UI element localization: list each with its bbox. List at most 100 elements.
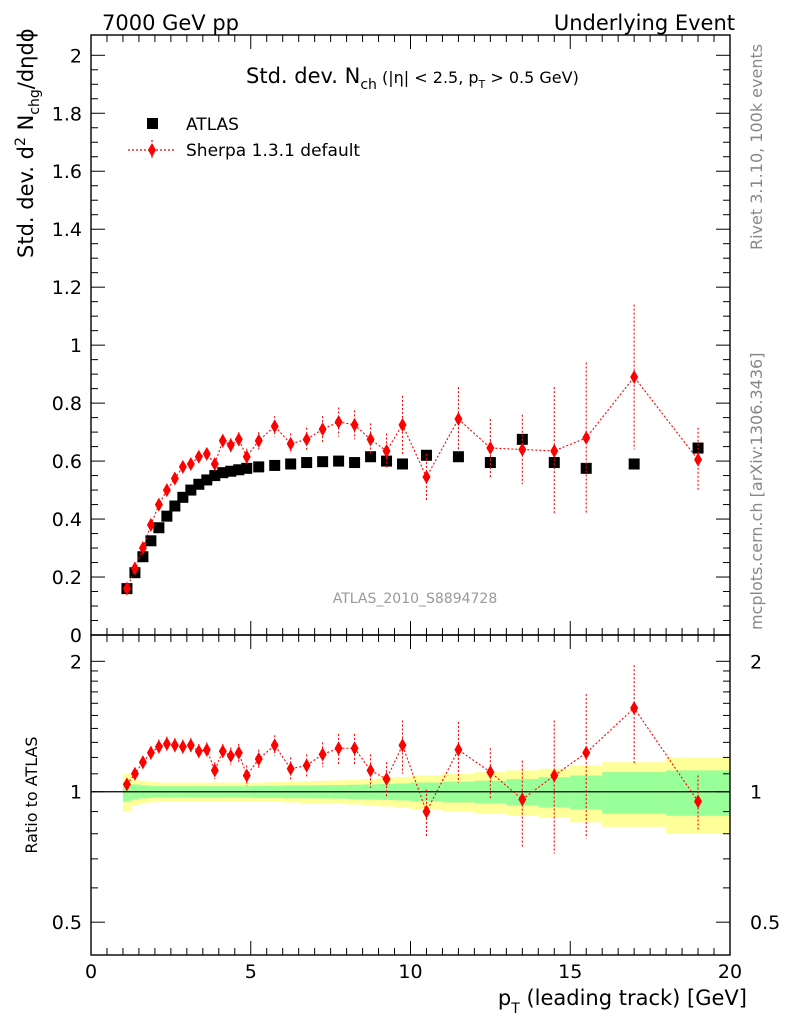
atlas-point [169, 500, 181, 512]
title-rest: (|η| < 2.5, p [377, 68, 479, 87]
atlas-point [381, 455, 393, 467]
x-tick-label: 5 [245, 961, 257, 983]
sherpa-ratio-point [146, 745, 155, 760]
y-tick-label: 0.6 [52, 451, 82, 473]
y-tick-label: 0.4 [52, 509, 82, 531]
y-tick-label: 0.8 [52, 393, 82, 415]
mcplots-label: mcplots.cern.ch [arXiv:1306.3436] [747, 353, 766, 630]
sherpa-main-point [286, 436, 295, 451]
sherpa-main-point [226, 438, 235, 453]
atlas-point [209, 470, 221, 482]
sherpa-ratio-point [234, 745, 243, 760]
sherpa-main-point [242, 449, 251, 464]
main-ticks: 0 0.2 0.4 0.6 0.8 1 1.2 1.4 1.6 1.8 2 [52, 35, 731, 647]
x-tick-label: 10 [398, 961, 422, 983]
sherpa-ratio-point [210, 763, 219, 778]
sherpa-ratio-point [422, 804, 431, 819]
sherpa-main-point [186, 456, 195, 471]
sherpa-main-point [194, 449, 203, 464]
sherpa-ratio-point [242, 768, 251, 783]
sherpa-ratio-point [582, 745, 591, 760]
sherpa-ratio-point [630, 701, 639, 716]
title-sub: ch [360, 77, 377, 93]
atlas-point [253, 461, 265, 473]
sherpa-ratio-point [486, 765, 495, 780]
sherpa-main-point [334, 414, 343, 429]
sherpa-main-point [518, 442, 527, 457]
ylabel-sup: 2 [13, 137, 29, 146]
y-tick-label: 0.2 [52, 567, 82, 589]
ratio-y-tick-label-right: 2 [750, 651, 762, 673]
sherpa-ratio-point [218, 744, 227, 759]
atlas-point [185, 484, 197, 496]
sherpa-main-point [138, 541, 147, 556]
sherpa-main-point [254, 433, 263, 448]
sherpa-ratio-point [286, 761, 295, 776]
ylabel-pre: Std. dev. d [14, 146, 38, 258]
x-tick-label: 20 [718, 961, 742, 983]
sherpa-main-point [146, 517, 155, 532]
ylabel-post: /dηdϕ [14, 28, 38, 89]
atlas-point [349, 457, 361, 469]
sherpa-ratio-point [138, 755, 147, 770]
header-right: Underlying Event [554, 11, 735, 35]
sherpa-ratio-point [334, 741, 343, 756]
sherpa-ratio-point [350, 741, 359, 756]
title-main: Std. dev. N [246, 64, 360, 88]
x-tick-label: 0 [85, 961, 97, 983]
ratio-y-tick-label: 0.5 [52, 912, 82, 934]
band-inner [602, 772, 667, 814]
atlas-point [137, 551, 149, 563]
sherpa-main-point [202, 446, 211, 461]
sherpa-main-point [382, 443, 391, 458]
y-tick-label: 1.4 [52, 219, 82, 241]
sherpa-main-point [270, 419, 279, 434]
xlabel-sub: T [510, 1001, 520, 1017]
ratio-panel: 0 5 10 15 20 0.5 0.5 1 1 2 2 Ratio to ATLAS pT (le… [22, 634, 780, 1017]
sherpa-main-point [630, 370, 639, 385]
x-tick-label: 15 [558, 961, 582, 983]
atlas-point [269, 459, 281, 471]
sherpa-ratio-point [302, 758, 311, 773]
sherpa-ratio-point [518, 792, 527, 807]
sherpa-main-point [318, 422, 327, 437]
xlabel-pre: p [498, 986, 511, 1010]
y-tick-label: 1.8 [52, 103, 82, 125]
title-sub2: T [478, 78, 486, 91]
sherpa-main-point [154, 497, 163, 512]
atlas-point [484, 457, 496, 469]
ratio-y-tick-label: 1 [70, 782, 82, 804]
atlas-point [225, 465, 237, 477]
sherpa-ratio-line [126, 707, 699, 813]
sherpa-ratio-point [254, 752, 263, 767]
legend-atlas-marker [147, 118, 158, 129]
main-title: Std. dev. Nch (|η| < 2.5, pT > 0.5 GeV) [246, 64, 579, 93]
legend-atlas-label: ATLAS [186, 115, 239, 135]
sherpa-main-point [486, 441, 495, 456]
atlas-point [285, 458, 297, 470]
sherpa-ratio-point [202, 742, 211, 757]
atlas-point [193, 478, 205, 490]
sherpa-main-point [178, 459, 187, 474]
sherpa-ratio-point [398, 738, 407, 753]
analysis-id: ATLAS_2010_S8894728 [333, 591, 498, 607]
sherpa-ratio-point [194, 744, 203, 759]
atlas-point [317, 456, 329, 468]
sherpa-ratio-point [122, 777, 131, 792]
sherpa-ratio-point [694, 794, 703, 809]
sherpa-main-point [234, 432, 243, 447]
ratio-y-tick-label: 2 [70, 651, 82, 673]
sherpa-ratio-point [382, 772, 391, 787]
main-ylabel: Std. dev. d2 Nchg/dηdϕ [13, 28, 43, 258]
sherpa-main-point [170, 471, 179, 486]
sherpa-main-point [162, 483, 171, 498]
sherpa-ratio-point [550, 768, 559, 783]
sherpa-ratio-point [170, 738, 179, 753]
y-tick-label: 1.6 [52, 161, 82, 183]
sherpa-main-point [550, 443, 559, 458]
ratio-ylabel: Ratio to ATLAS [22, 736, 41, 853]
sherpa-ratio-point [366, 763, 375, 778]
atlas-point [241, 462, 253, 474]
ratio-data-layer [91, 665, 730, 854]
